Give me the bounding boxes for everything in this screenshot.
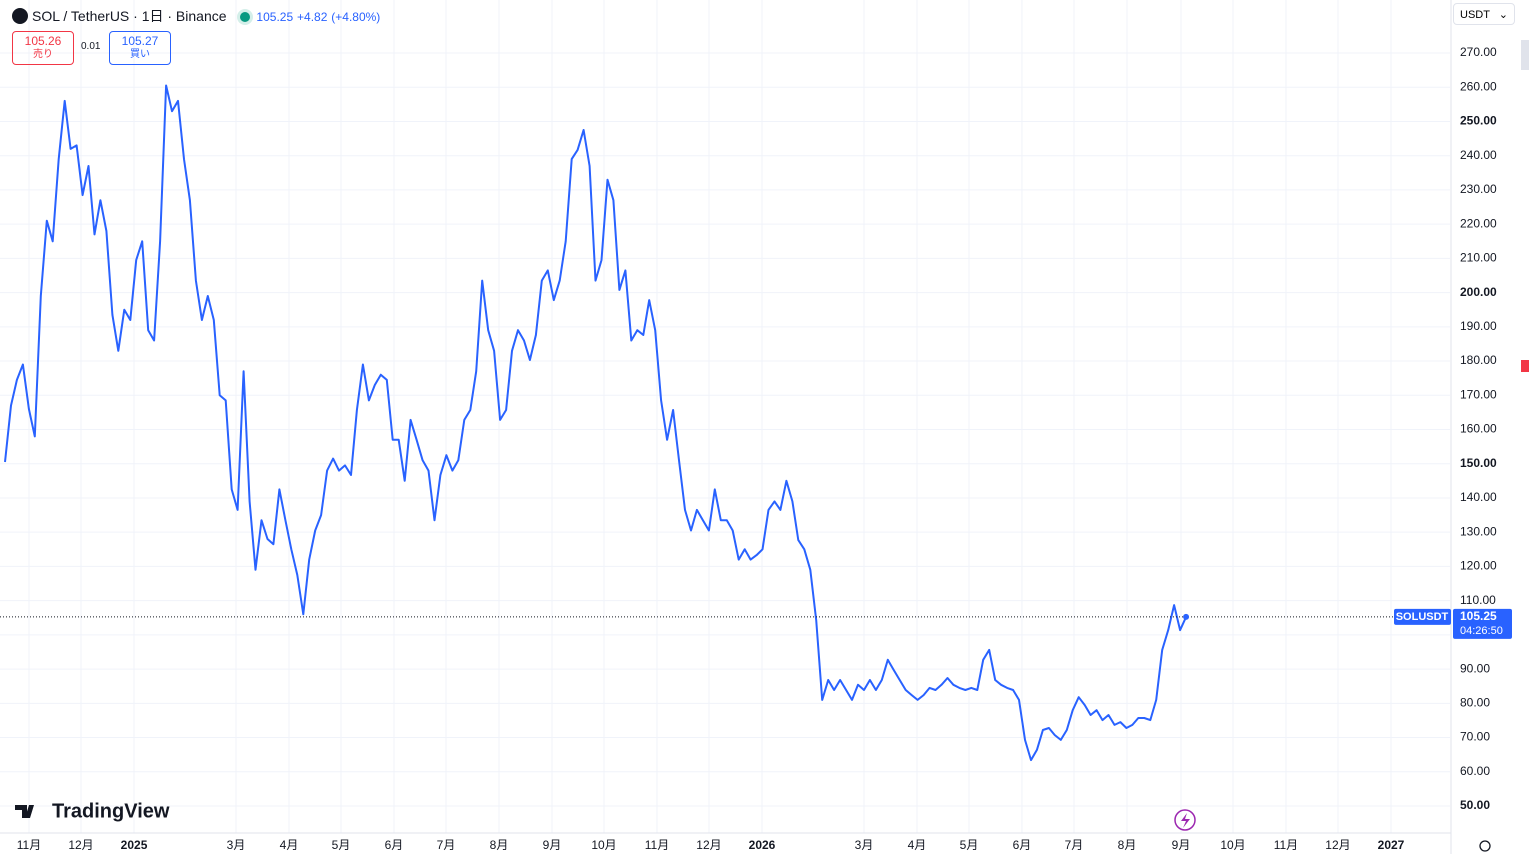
y-tick-label: 160.00 [1460, 422, 1497, 436]
x-tick-label: 4月 [908, 838, 927, 852]
y-tick-label: 90.00 [1460, 661, 1490, 675]
buy-button[interactable]: 105.27 買い [109, 31, 171, 65]
symbol-title[interactable]: SOL / TetherUS · 1日 · Binance [32, 8, 227, 24]
x-tick-label: 6月 [385, 838, 404, 852]
x-tick-label: 4月 [280, 838, 299, 852]
y-tick-label: 80.00 [1460, 695, 1490, 709]
x-tick-label: 11月 [17, 838, 41, 852]
x-tick-label: 7月 [1065, 838, 1084, 852]
scroll-handle [1521, 40, 1529, 70]
change-pct: (+4.80%) [331, 10, 381, 24]
event-bolt [1181, 813, 1190, 828]
sell-button[interactable]: 105.26 売り [12, 31, 74, 65]
currency: USDT [1460, 9, 1490, 21]
last-point [1183, 613, 1190, 620]
x-tick-label: 8月 [490, 838, 509, 852]
x-tick-label: 11月 [1274, 838, 1298, 852]
buy-label: 買い [130, 49, 150, 60]
y-tick-label: 50.00 [1460, 798, 1490, 812]
x-tick-label: 2026 [749, 838, 776, 852]
event-icon[interactable] [1174, 809, 1196, 831]
price-line [4, 84, 1188, 762]
y-tick-label: 120.00 [1460, 559, 1497, 573]
y-tick-label: 180.00 [1460, 353, 1497, 367]
price-tag-value: 105.25 [1460, 609, 1497, 623]
x-tick-label: 3月 [227, 838, 246, 852]
y-tick-label: 150.00 [1460, 456, 1497, 470]
x-tick-label: 5月 [332, 838, 351, 852]
x-tick-label: 12月 [1325, 838, 1350, 852]
y-tick-label: 210.00 [1460, 251, 1497, 265]
y-tick-label: 60.00 [1460, 764, 1490, 778]
spread: 0.01 [81, 41, 101, 52]
last-price: 105.25 [256, 10, 294, 24]
y-tick-label: 200.00 [1460, 285, 1497, 299]
change: +4.82 [297, 10, 328, 24]
x-tick-label: 5月 [960, 838, 979, 852]
alert-marker [1521, 360, 1529, 372]
y-tick-label: 110.00 [1460, 593, 1496, 607]
sell-price: 105.26 [24, 34, 62, 48]
x-tick-label: 6月 [1013, 838, 1032, 852]
y-tick-label: 250.00 [1460, 114, 1497, 128]
currency-select[interactable]: USDT ⌄ [1453, 3, 1515, 25]
brand-logo [15, 805, 34, 818]
settings-icon[interactable] [1479, 840, 1491, 852]
x-tick-label: 12月 [68, 838, 93, 852]
y-tick-label: 240.00 [1460, 148, 1497, 162]
y-tick-label: 140.00 [1460, 490, 1497, 504]
y-tick-label: 220.00 [1460, 216, 1497, 230]
symbol-tag-text: SOLUSDT [1396, 611, 1449, 623]
price-tag [1453, 608, 1512, 639]
sell-label: 売り [33, 49, 53, 60]
market-status [240, 12, 251, 22]
x-tick-label: 10月 [1220, 838, 1245, 852]
buy-price: 105.27 [121, 34, 159, 48]
y-tick-label: 270.00 [1460, 45, 1497, 59]
symbol-icon [12, 8, 28, 24]
y-tick-label: 190.00 [1460, 319, 1497, 333]
x-tick-label: 7月 [437, 838, 456, 852]
x-tick-label: 9月 [1172, 838, 1191, 852]
x-tick-label: 11月 [645, 838, 669, 852]
x-tick-label: 10月 [591, 838, 616, 852]
symbol-header: SOL / TetherUS · 1日 · Binance 105.25 +4.… [12, 6, 380, 26]
symbol-tag [1394, 608, 1451, 625]
x-tick-label: 2025 [121, 838, 148, 852]
x-tick-label: 3月 [855, 838, 874, 852]
x-tick-label: 12月 [696, 838, 721, 852]
x-tick-label: 9月 [543, 838, 562, 852]
y-tick-label: 130.00 [1460, 524, 1497, 538]
x-tick-label: 8月 [1118, 838, 1137, 852]
brand: TradingView [52, 800, 170, 822]
y-tick-label: 260.00 [1460, 79, 1497, 93]
y-tick-label: 70.00 [1460, 730, 1490, 744]
price-tag-countdown: 04:26:50 [1460, 625, 1503, 637]
y-tick-label: 230.00 [1460, 182, 1497, 196]
x-tick-label: 2027 [1378, 838, 1405, 852]
y-tick-label: 170.00 [1460, 387, 1497, 401]
